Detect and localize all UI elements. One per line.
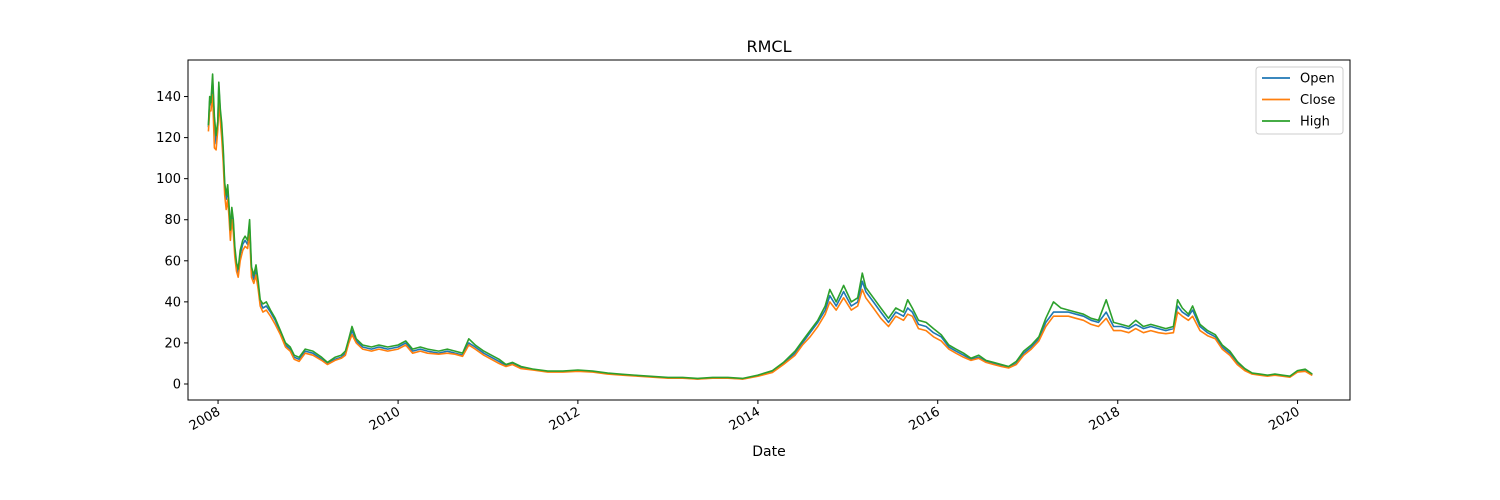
y-tick-label: 40	[164, 295, 181, 310]
series-layer	[207, 73, 1313, 380]
series-line-high	[207, 73, 1313, 380]
x-axis-label: Date	[752, 444, 785, 460]
y-tick-label: 140	[156, 90, 181, 105]
legend-label-open: Open	[1300, 72, 1335, 87]
legend: Open Close High	[1255, 66, 1344, 135]
y-tick-label: 60	[164, 254, 181, 269]
y-tick-label: 100	[156, 172, 181, 187]
plot-frame	[187, 59, 1351, 401]
legend-box	[1255, 66, 1344, 135]
y-tick-label: 20	[164, 336, 181, 351]
y-tick-label: 120	[156, 131, 181, 146]
legend-label-high: High	[1300, 115, 1330, 130]
y-axis-ticks: 0 20 40 60 80 100 120 140	[156, 90, 188, 392]
chart-title: RMCL	[746, 37, 791, 56]
legend-label-close: Close	[1300, 93, 1335, 108]
y-tick-label: 0	[173, 377, 181, 392]
y-tick-label: 80	[164, 213, 181, 228]
